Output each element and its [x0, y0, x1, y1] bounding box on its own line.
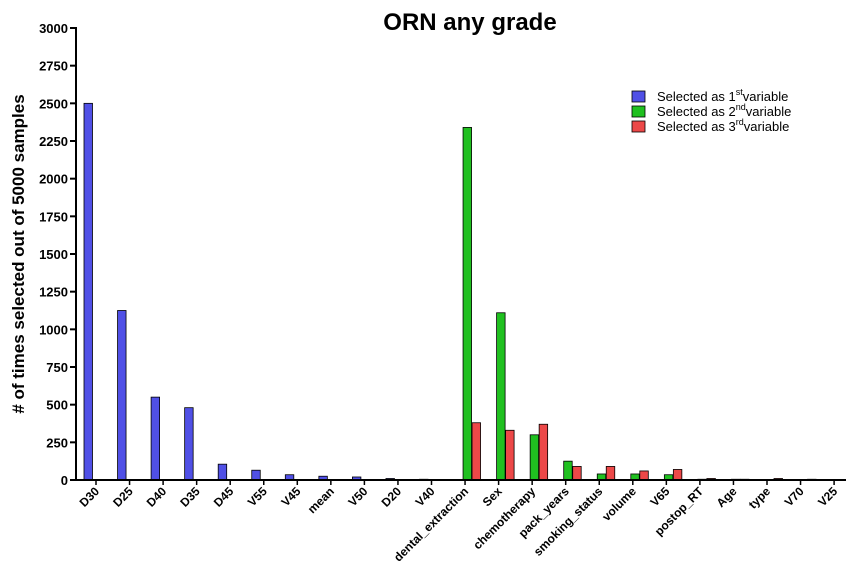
bar: [572, 466, 582, 481]
chart-title: ORN any grade: [383, 9, 556, 36]
legend-text: Selected as 2: [657, 104, 736, 119]
legend-label: Selected as 2ndvariable: [657, 102, 791, 119]
legend-swatch: [631, 105, 646, 118]
x-tick-label: V55: [245, 484, 270, 509]
bar: [672, 469, 683, 481]
x-tick-label: V40: [413, 484, 438, 509]
legend-text: variable: [743, 89, 789, 104]
y-tick-label: 250: [46, 435, 68, 450]
x-tick-label: D25: [110, 484, 136, 510]
legend-text: variable: [746, 104, 792, 119]
x-tick-label: D45: [211, 484, 237, 510]
y-tick-label: 1750: [39, 209, 68, 224]
bar: [251, 469, 261, 481]
x-tick-label: volume: [599, 484, 639, 524]
x-tick-label: D40: [144, 484, 170, 510]
bar: [563, 460, 573, 481]
bar: [639, 470, 649, 481]
legend-sup: st: [736, 87, 744, 97]
y-tick-label: 2000: [39, 172, 68, 187]
x-tick-label: mean: [305, 484, 337, 516]
bar: [471, 422, 481, 481]
x-tick-label: V45: [278, 484, 303, 509]
bar: [505, 429, 515, 481]
y-tick-label: 500: [46, 398, 68, 413]
bar: [529, 434, 540, 481]
bar: [496, 312, 506, 481]
bar: [462, 127, 472, 481]
x-tick-label: V65: [647, 484, 672, 509]
legend-text: Selected as 3: [657, 119, 736, 134]
bar: [150, 396, 161, 481]
bar: [217, 463, 228, 481]
y-tick-label: 2750: [39, 59, 68, 74]
y-tick-label: 1250: [39, 285, 68, 300]
x-tick-label: V70: [782, 484, 807, 509]
y-tick-label: 0: [61, 473, 68, 488]
bar: [605, 466, 616, 481]
x-tick-label: Sex: [480, 484, 505, 509]
y-tick-label: 750: [46, 360, 68, 375]
legend-sup: nd: [736, 102, 746, 112]
legend-swatch: [631, 90, 646, 103]
bar: [184, 407, 194, 481]
legend-sup: rd: [736, 117, 744, 127]
y-tick-label: 2500: [39, 96, 68, 111]
bar: [83, 102, 93, 481]
bar: [117, 310, 127, 481]
x-tick-label: Age: [714, 484, 740, 510]
x-tick-label: D30: [77, 484, 103, 510]
x-tick-label: D35: [177, 484, 203, 510]
x-tick-label: D20: [379, 484, 405, 510]
bar: [538, 423, 549, 481]
x-tick-label: type: [746, 484, 774, 512]
legend-text: Selected as 1: [657, 89, 736, 104]
y-tick-label: 1500: [39, 247, 68, 262]
y-tick-label: 3000: [39, 21, 68, 36]
y-tick-label: 2250: [39, 134, 68, 149]
x-tick-label: V50: [346, 484, 371, 509]
legend-swatch: [631, 120, 646, 133]
legend-text: variable: [744, 119, 790, 134]
legend-label: Selected as 3rdvariable: [657, 117, 789, 134]
y-tick-label: 1000: [39, 322, 68, 337]
legend-label: Selected as 1stvariable: [657, 87, 788, 104]
x-tick-label: V25: [815, 484, 840, 509]
y-axis-label: # of times selected out of 5000 samples: [9, 94, 28, 413]
